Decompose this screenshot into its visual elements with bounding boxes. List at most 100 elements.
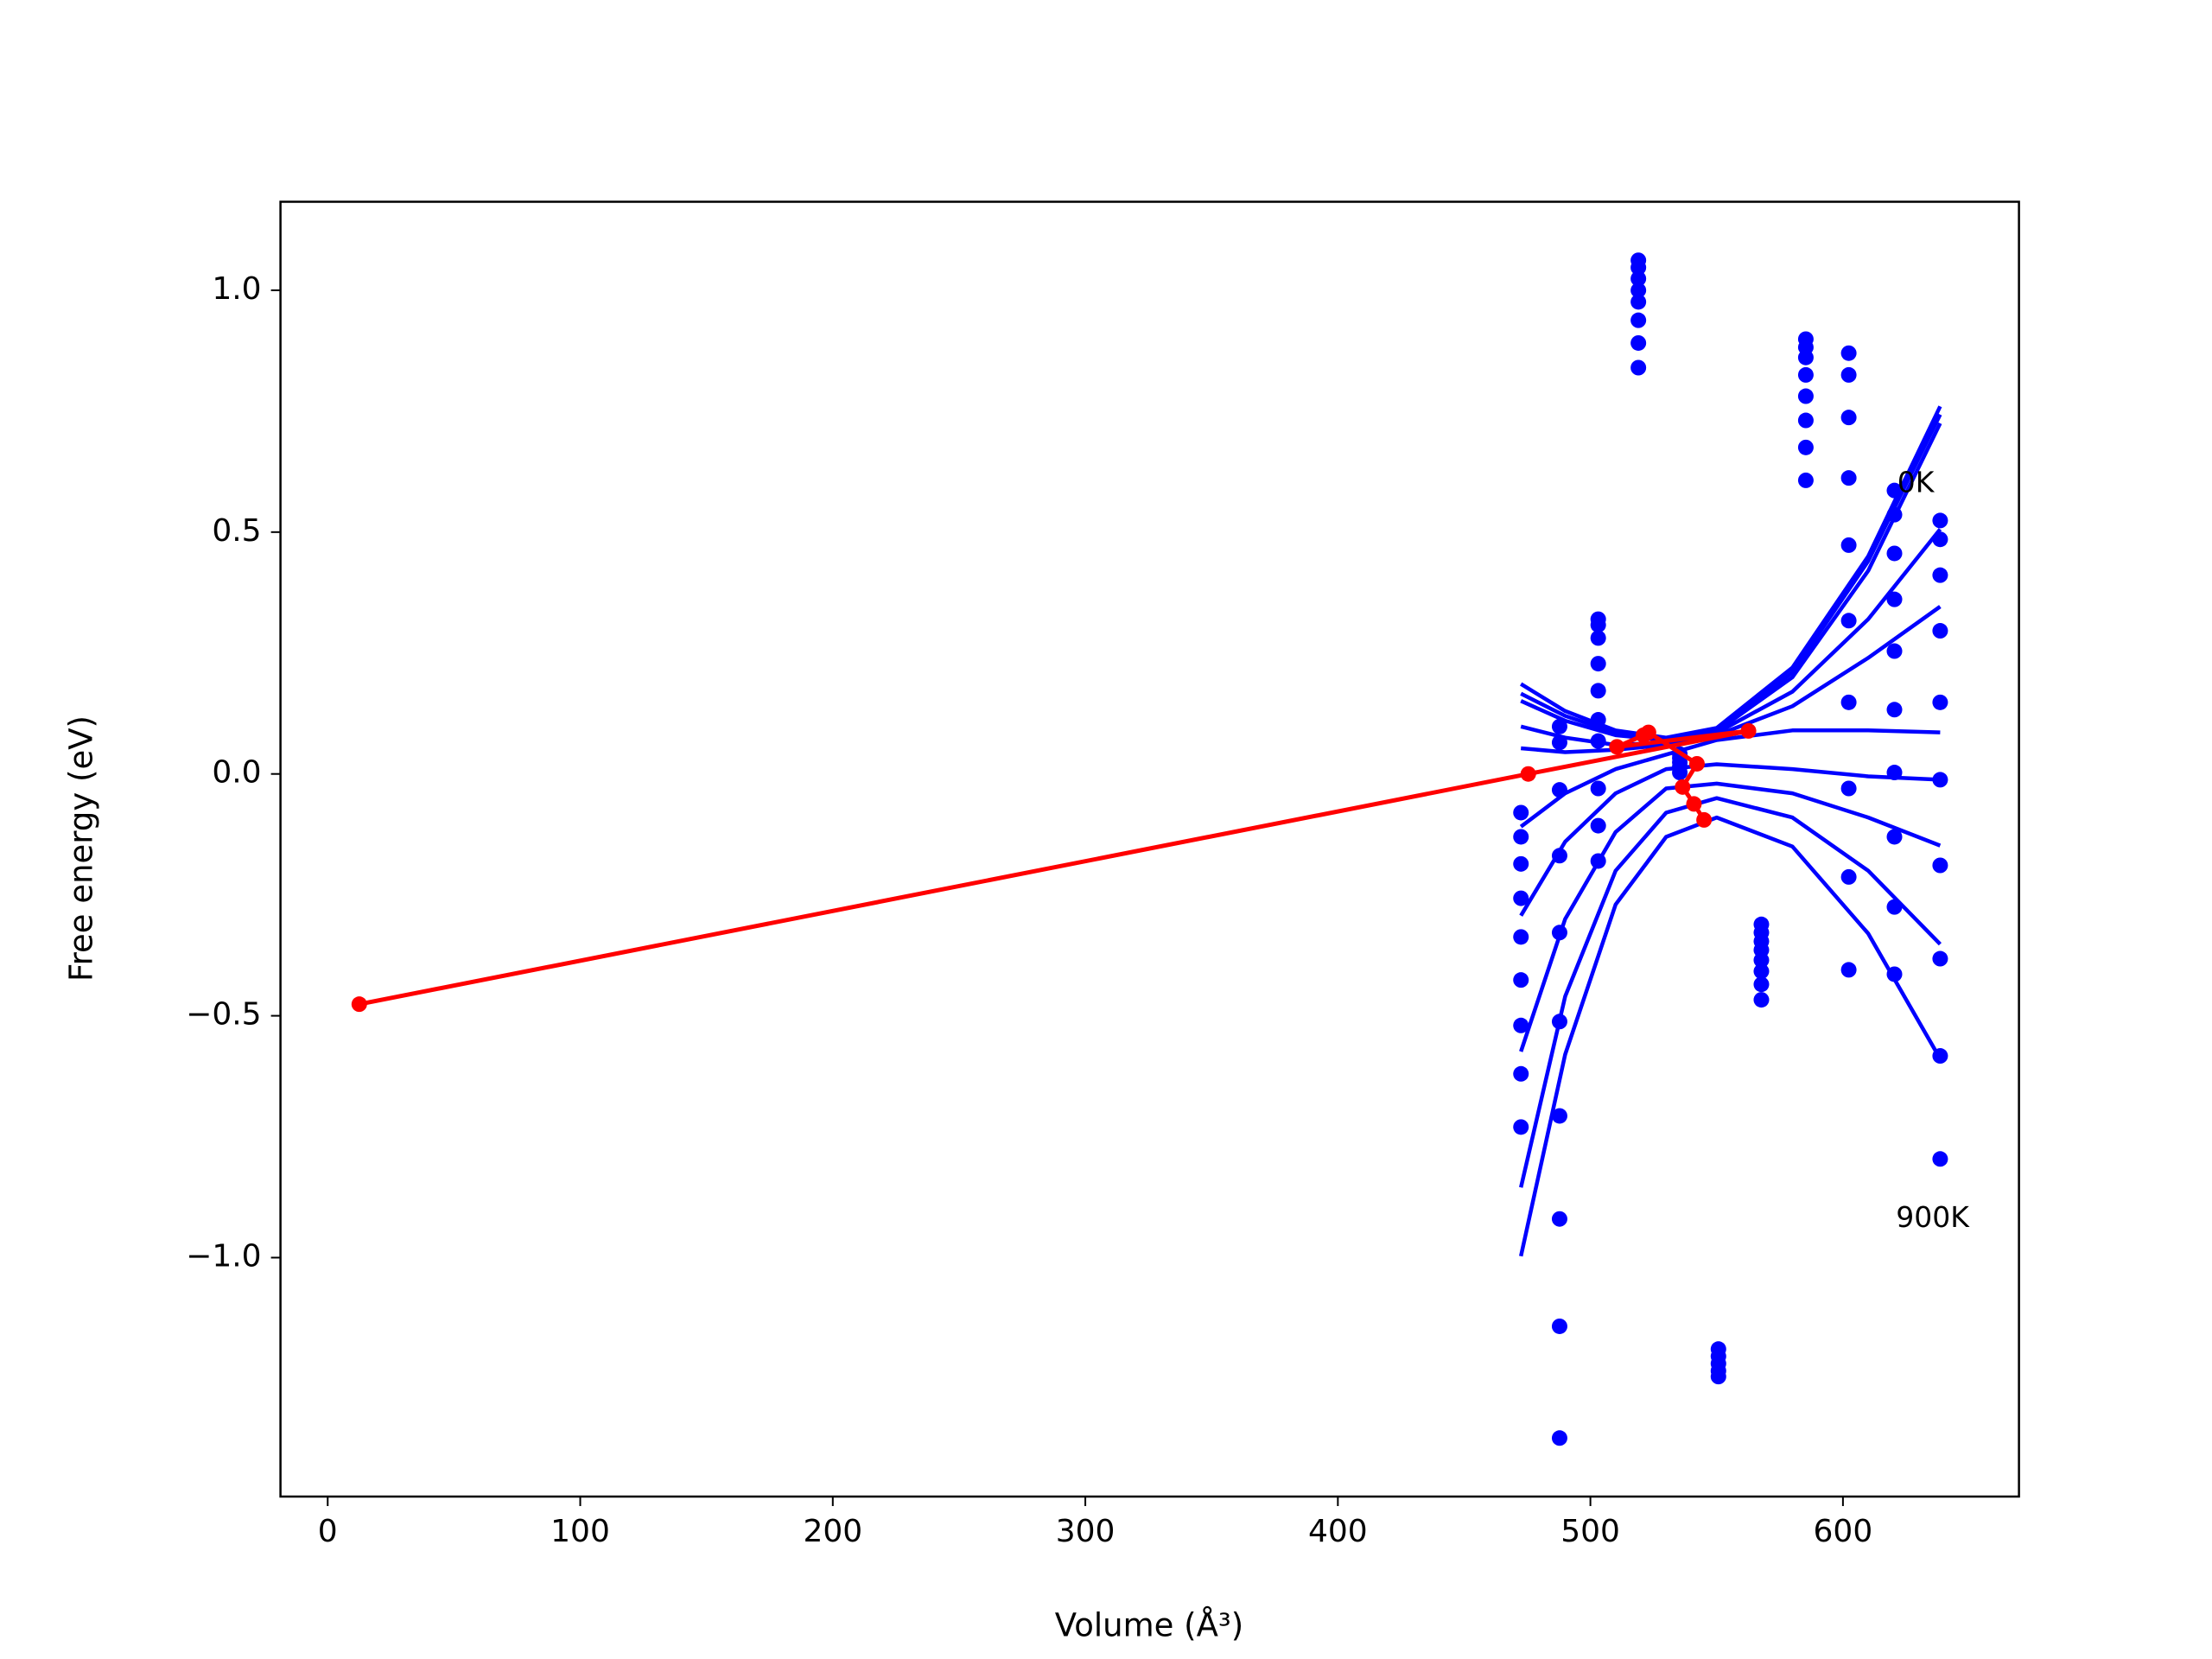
fit-curve: [1520, 405, 1942, 740]
data-point: [1551, 925, 1567, 941]
data-point: [1590, 630, 1606, 646]
x-tick-label: 0: [318, 1514, 338, 1549]
plot-frame: [279, 200, 2020, 1498]
annotation: 0K: [1897, 465, 1936, 499]
data-point: [1840, 694, 1857, 710]
data-point: [1513, 804, 1529, 821]
minimum-point: [1675, 779, 1691, 795]
data-point: [1932, 567, 1948, 583]
y-tick-label: −1.0: [186, 1238, 261, 1274]
data-point: [1797, 388, 1814, 404]
data-point: [1630, 294, 1647, 310]
x-axis-label: Volume (Å³): [1055, 1606, 1243, 1644]
data-point: [1797, 349, 1814, 365]
data-point: [1886, 765, 1903, 781]
fit-curve: [1519, 728, 1941, 829]
data-point: [1840, 345, 1857, 361]
x-tick-label: 300: [1056, 1514, 1116, 1549]
data-point: [1513, 1119, 1529, 1135]
data-point: [1840, 868, 1857, 885]
data-point: [1513, 855, 1529, 872]
data-point: [1513, 890, 1529, 906]
data-point: [1590, 656, 1606, 672]
data-point: [1886, 829, 1903, 845]
data-point: [1840, 962, 1857, 978]
y-tick-label: 0.0: [212, 755, 261, 791]
data-point: [1932, 1151, 1948, 1167]
data-point: [1753, 976, 1770, 993]
data-point: [1932, 1048, 1948, 1065]
fit-curve: [1519, 815, 1942, 1257]
data-point: [1840, 613, 1857, 629]
data-point: [1551, 848, 1567, 864]
data-point: [1932, 694, 1948, 710]
fit-curve: [1519, 796, 1942, 1188]
data-point: [1886, 643, 1903, 659]
data-point: [1932, 857, 1948, 874]
data-point: [1630, 259, 1647, 276]
fit-curve: [1520, 413, 1942, 741]
data-point: [1630, 270, 1647, 287]
data-point: [1753, 952, 1770, 969]
data-point: [1753, 963, 1770, 980]
data-point: [1932, 772, 1948, 788]
data-point: [1840, 537, 1857, 553]
data-point: [1886, 591, 1903, 607]
data-point: [1932, 950, 1948, 967]
data-point: [1630, 334, 1647, 351]
data-point: [1590, 733, 1606, 749]
fit-curve: [1520, 528, 1942, 747]
data-point: [1551, 1211, 1567, 1227]
data-point: [1630, 282, 1647, 298]
data-point: [1551, 782, 1567, 798]
data-point: [1886, 545, 1903, 562]
data-point: [1551, 1318, 1567, 1334]
data-point: [1551, 734, 1567, 751]
minima-line: [359, 728, 1751, 1007]
data-point: [1590, 853, 1606, 869]
data-point: [1797, 366, 1814, 383]
data-point: [1590, 617, 1606, 633]
data-point: [1840, 366, 1857, 383]
minimum-point: [1609, 739, 1625, 755]
data-point: [1840, 780, 1857, 797]
annotation: 900K: [1896, 1200, 1970, 1234]
minimum-point: [1696, 811, 1713, 828]
data-point: [1590, 817, 1606, 834]
minimum-point: [1640, 724, 1656, 741]
data-point: [1886, 702, 1903, 718]
y-tick-label: 1.0: [212, 271, 261, 307]
x-tick-label: 400: [1308, 1514, 1368, 1549]
data-point: [1551, 718, 1567, 734]
data-point: [1932, 531, 1948, 548]
fit-curve: [1520, 422, 1942, 742]
y-tick-label: −0.5: [186, 997, 261, 1033]
data-point: [1672, 765, 1688, 781]
data-point: [1513, 1017, 1529, 1033]
data-point: [1797, 439, 1814, 455]
data-point: [1797, 472, 1814, 488]
minimum-point: [351, 996, 367, 1013]
data-point: [1886, 482, 1903, 499]
data-point: [1797, 412, 1814, 429]
data-point: [1551, 1014, 1567, 1030]
data-point: [1551, 1430, 1567, 1446]
data-point: [1932, 512, 1948, 529]
data-point: [1590, 683, 1606, 699]
y-axis-label: Free energy (eV): [63, 715, 100, 982]
data-point: [1886, 966, 1903, 982]
x-tick-label: 200: [803, 1514, 862, 1549]
data-point: [1886, 506, 1903, 523]
x-tick-label: 100: [550, 1514, 610, 1549]
minimum-point: [1688, 755, 1705, 772]
data-point: [1630, 359, 1647, 376]
minimum-point: [1520, 766, 1536, 782]
x-tick-label: 500: [1560, 1514, 1620, 1549]
data-point: [1513, 1065, 1529, 1082]
data-point: [1932, 623, 1948, 639]
fit-curve: [1519, 781, 1942, 1052]
data-point: [1630, 312, 1647, 328]
data-point: [1840, 410, 1857, 426]
